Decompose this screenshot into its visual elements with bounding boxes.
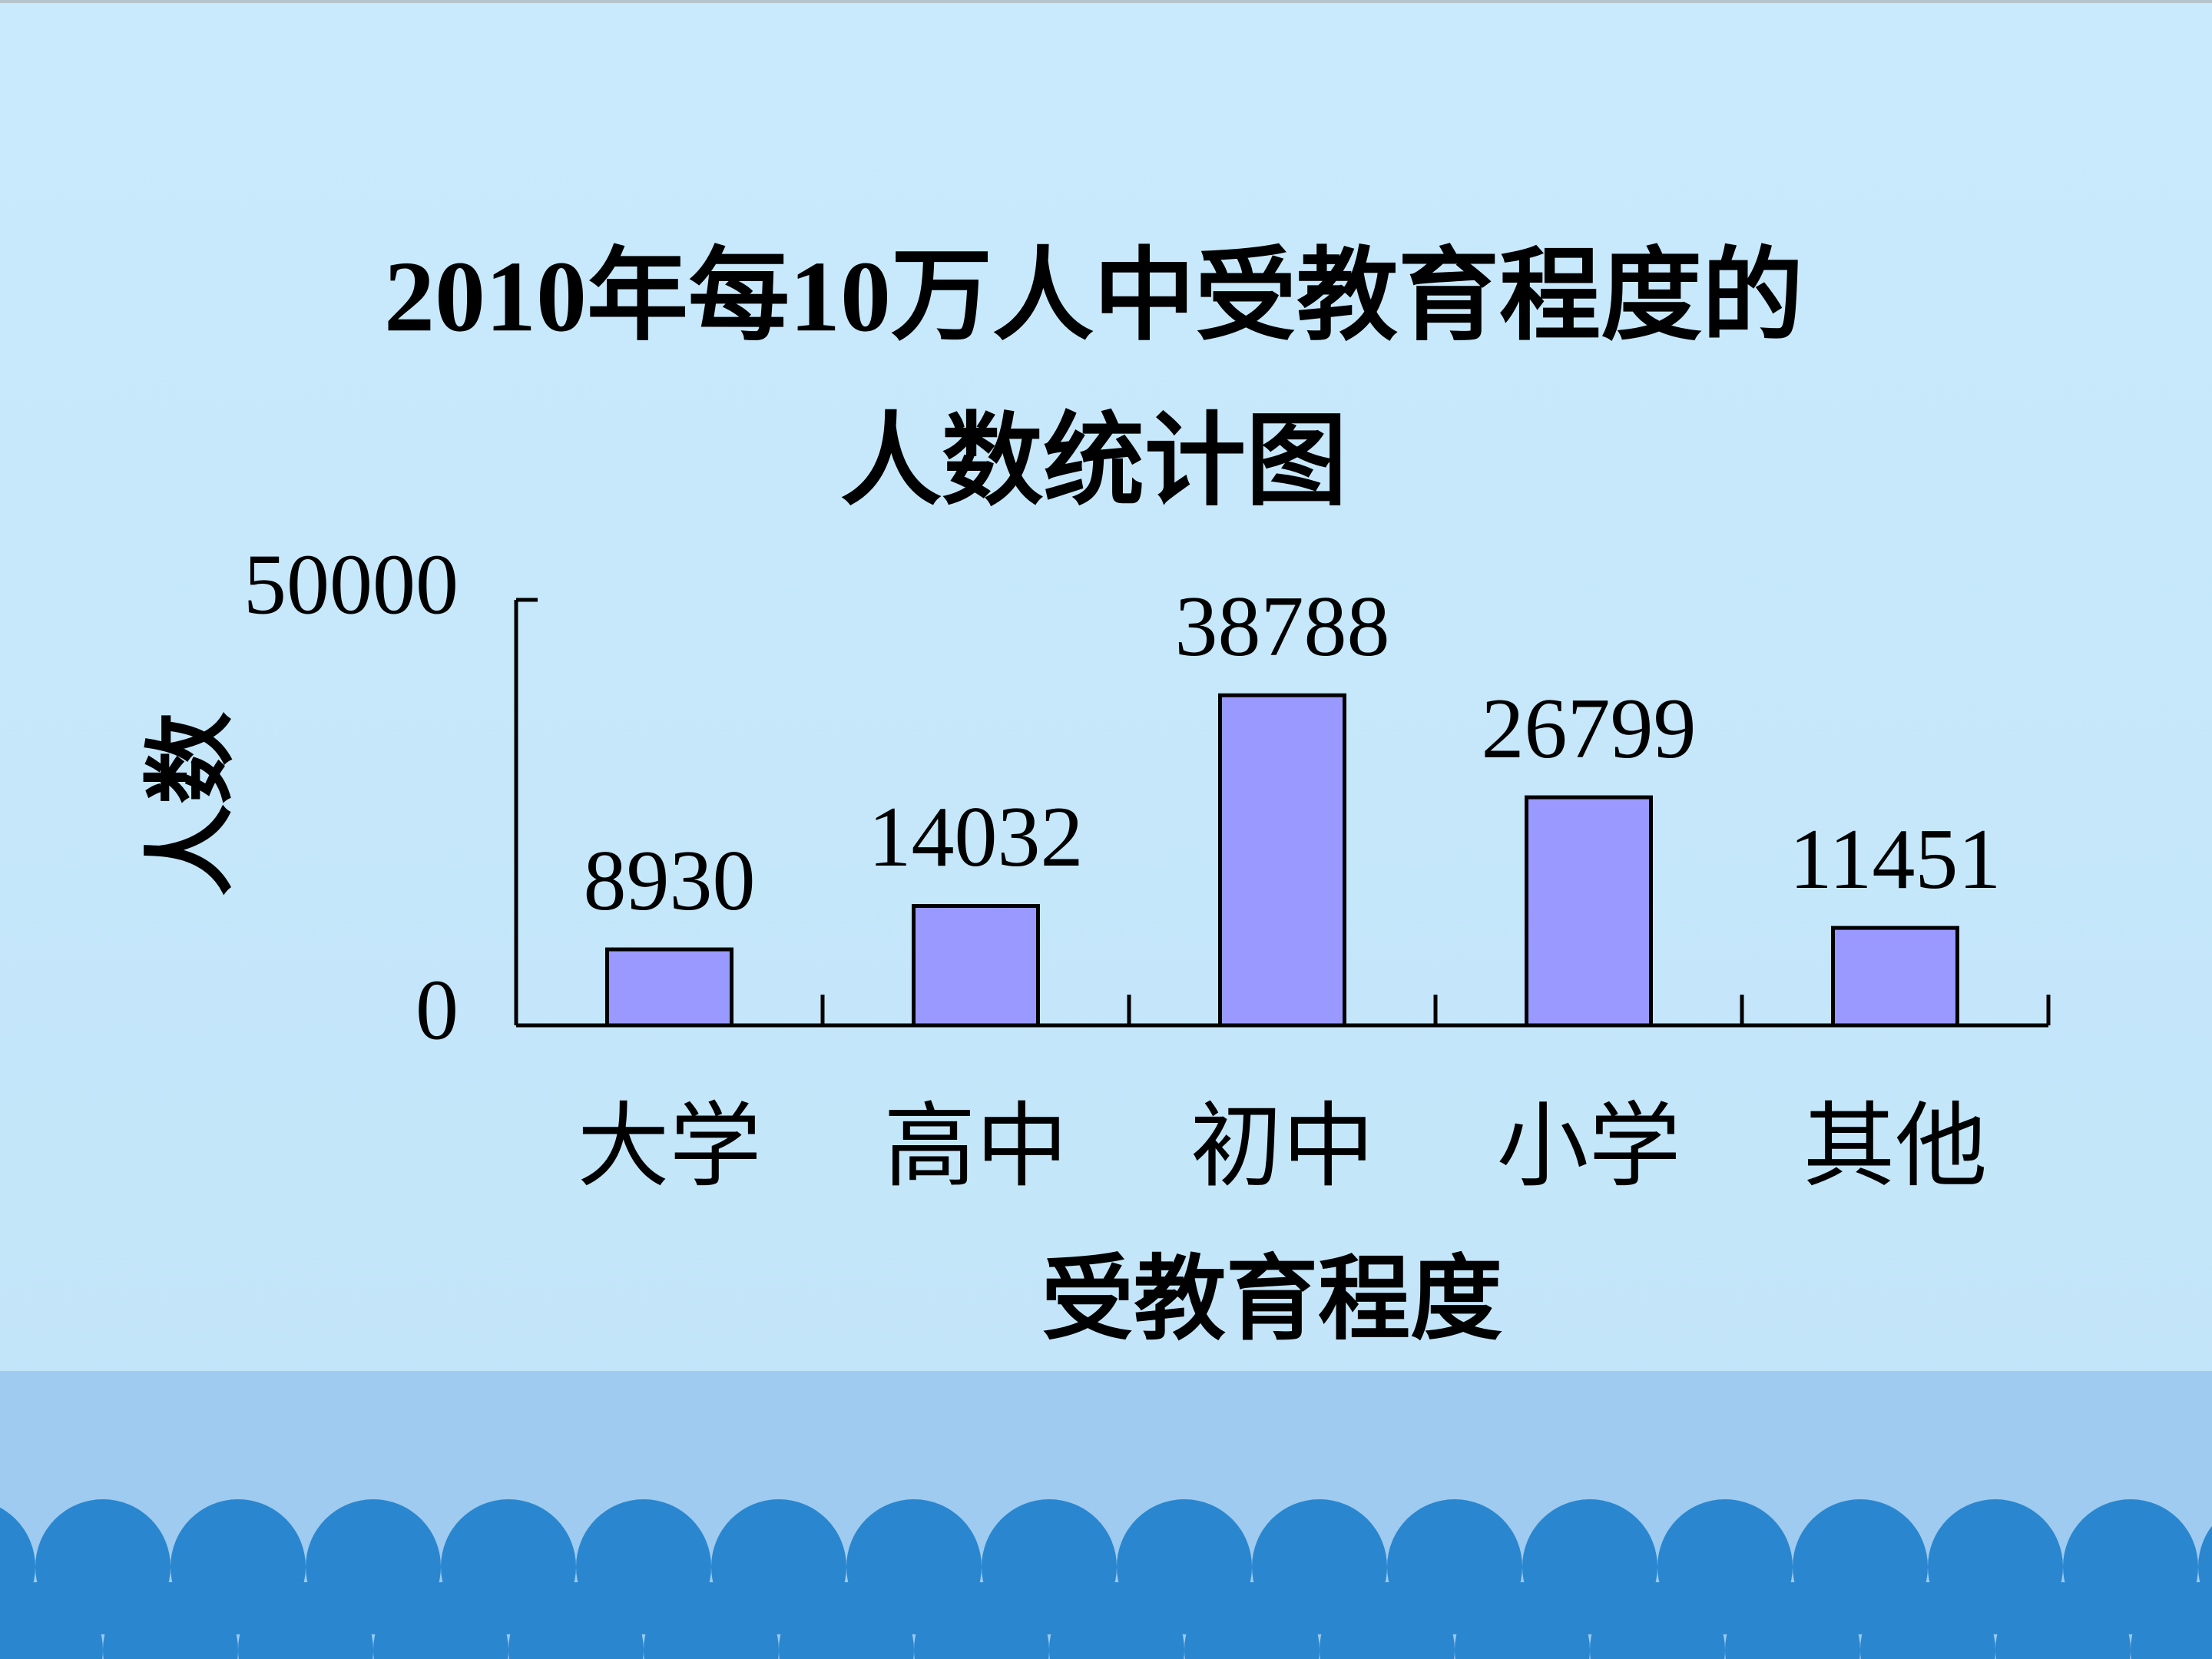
value-label: 8930: [584, 833, 756, 929]
value-label: 11451: [1790, 812, 2002, 907]
bar: [912, 904, 1040, 1028]
y-tick-label: 0: [416, 963, 459, 1058]
value-label: 14032: [869, 790, 1084, 885]
bar: [1831, 926, 1959, 1028]
x-tick-label: 高中: [884, 1096, 1068, 1198]
y-tick-label: 50000: [243, 538, 459, 633]
top-border: [0, 0, 2212, 3]
x-tick-label: 其他: [1803, 1096, 1988, 1198]
x-axis-label: 受教育程度: [1041, 1249, 1502, 1351]
chart-title: 2010年每10万人中受教育程度的: [384, 240, 1803, 353]
chart: 2010年每10万人中受教育程度的 人数统计图 受教育程度 人数 0 50000 大…: [141, 240, 2051, 1351]
y-axis-label: 人数: [141, 712, 243, 896]
bar: [1525, 795, 1653, 1028]
x-tick-label: 初中: [1190, 1096, 1375, 1198]
value-label: 38788: [1175, 579, 1390, 674]
value-label: 26799: [1482, 681, 1697, 777]
chart-title: 人数统计图: [840, 405, 1347, 518]
bar: [605, 947, 733, 1028]
waves: [0, 1567, 2212, 1659]
bar: [1218, 693, 1346, 1028]
x-tick-label: 小学: [1497, 1096, 1681, 1198]
x-tick-label: 大学: [578, 1096, 762, 1198]
